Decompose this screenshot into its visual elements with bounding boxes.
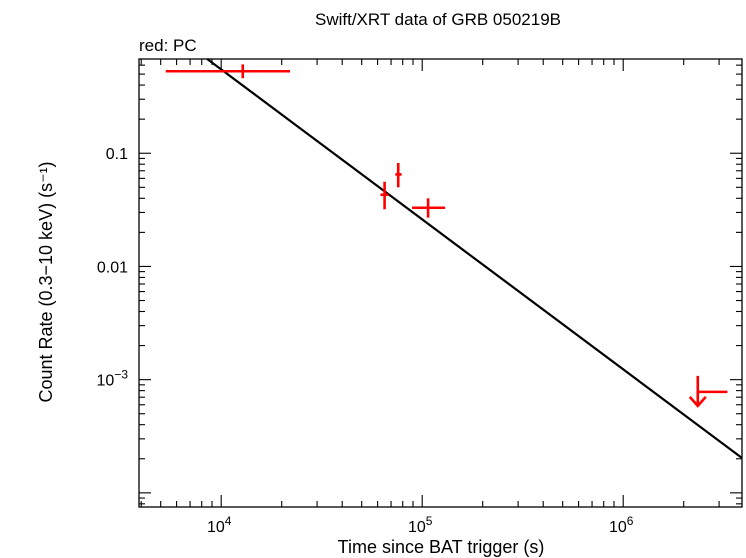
y-axis-label: Count Rate (0.3−10 keV) (s⁻¹) <box>36 161 56 402</box>
data-points <box>165 64 728 408</box>
plot-frame <box>138 58 743 508</box>
data-point <box>395 163 402 188</box>
chart-subtitle: red: PC <box>139 36 197 55</box>
x-tick-label: 104 <box>207 514 232 536</box>
model-fit <box>206 58 743 459</box>
upper-limit <box>688 375 728 408</box>
axes: 104 105 106 0.1 0.01 10−3 <box>97 59 742 536</box>
y-tick-label: 10−3 <box>97 368 129 390</box>
x-tick-label: 105 <box>408 514 433 536</box>
x-tick-label: 106 <box>609 514 634 536</box>
upper-limit-arrowhead <box>688 396 707 408</box>
y-tick-label: 0.1 <box>106 146 128 163</box>
data-point <box>380 181 389 210</box>
data-point <box>165 64 291 79</box>
model-line <box>206 58 743 459</box>
y-tick-label: 0.01 <box>97 259 128 276</box>
data-point <box>412 198 446 218</box>
chart-title: Swift/XRT data of GRB 050219B <box>315 10 561 29</box>
x-axis-label: Time since BAT trigger (s) <box>338 537 545 557</box>
